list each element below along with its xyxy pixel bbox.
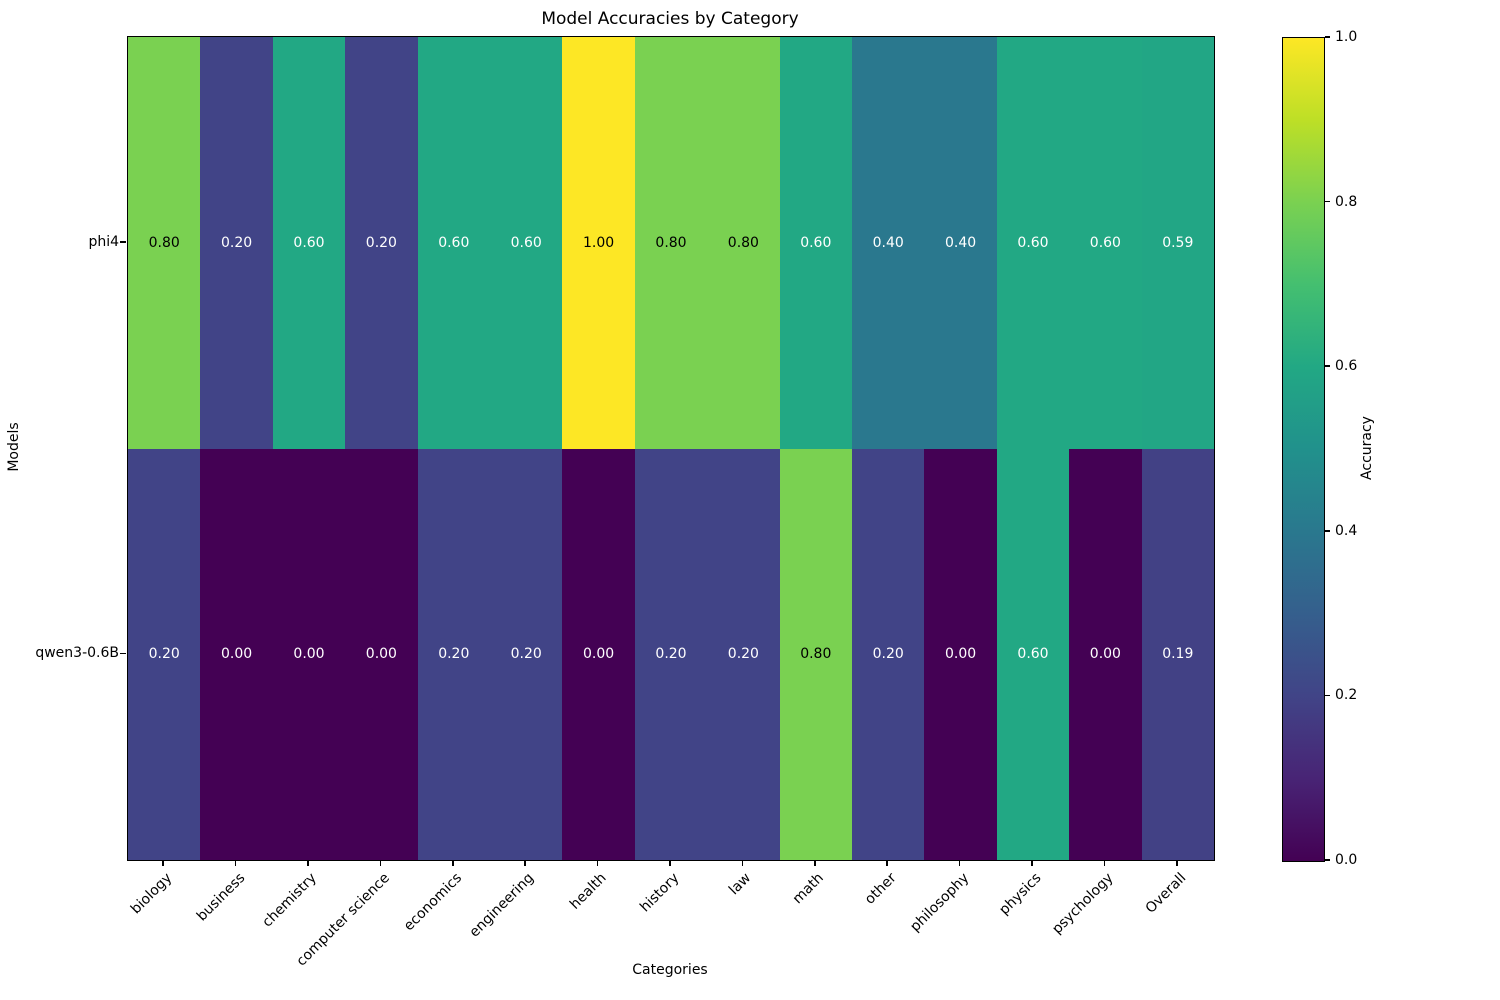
heatmap-cell: 0.40	[924, 37, 997, 449]
heatmap-cell: 0.20	[200, 37, 273, 449]
colorbar-tick-mark	[1325, 859, 1330, 861]
heatmap-cell: 0.00	[924, 448, 997, 860]
y-tick-mark	[120, 652, 126, 654]
x-tick-label: business	[193, 870, 248, 925]
x-tick-label: psychology	[1049, 870, 1117, 938]
heatmap-cell: 0.80	[779, 448, 852, 860]
heatmap-grid: 0.80 0.20 0.60 0.20 0.60 0.60 1.00 0.80 0.80 0.60…	[127, 36, 1215, 861]
colorbar	[1282, 37, 1325, 862]
heatmap-cell: 0.00	[200, 448, 273, 860]
heatmap-cell: 0.20	[128, 448, 201, 860]
heatmap-cell: 0.20	[490, 448, 563, 860]
heatmap-cell: 1.00	[562, 37, 635, 449]
heatmap-cell: 0.60	[1069, 37, 1142, 449]
heatmap-cell: 0.00	[345, 448, 418, 860]
heatmap-cell: 0.19	[1141, 448, 1214, 860]
colorbar-tick-mark	[1325, 694, 1330, 697]
x-tick-mark	[814, 860, 816, 866]
heatmap-cell: 0.59	[1141, 37, 1214, 449]
chart-title: Model Accuracies by Category	[541, 9, 799, 29]
x-tick-label: history	[636, 870, 683, 916]
colorbar-tick-mark	[1325, 530, 1330, 532]
colorbar-tick-label: 0.0	[1335, 852, 1358, 868]
x-tick-mark	[452, 860, 454, 866]
x-tick-mark	[307, 860, 309, 866]
x-tick-mark	[669, 860, 671, 866]
x-axis-label: Categories	[632, 962, 708, 978]
x-tick-label: health	[567, 870, 610, 913]
heatmap-cell: 0.20	[634, 448, 708, 860]
heatmap-cell: 0.60	[779, 37, 852, 449]
x-tick-mark	[1103, 860, 1106, 866]
y-tick-label: phi4	[88, 233, 119, 250]
heatmap-cell: 0.60	[417, 37, 490, 449]
x-tick-mark	[596, 860, 599, 866]
heatmap-cell: 0.60	[490, 37, 563, 449]
heatmap-cell: 0.20	[707, 448, 780, 860]
heatmap-cell: 0.80	[128, 37, 201, 449]
y-tick-mark	[120, 241, 126, 243]
x-tick-mark	[741, 860, 744, 866]
x-tick-label: chemistry	[259, 870, 321, 931]
heatmap-cell: 0.80	[707, 37, 780, 449]
x-tick-label: philosophy	[906, 870, 972, 936]
colorbar-tick-mark	[1325, 200, 1330, 203]
heatmap-cell: 0.60	[272, 37, 346, 449]
heatmap-cell: 0.00	[1069, 448, 1142, 860]
x-tick-label: other	[861, 870, 900, 908]
x-tick-mark	[886, 860, 888, 866]
x-tick-label: Overall	[1142, 870, 1190, 917]
heatmap-cell: 0.20	[345, 37, 418, 449]
heatmap-cell: 0.40	[852, 37, 925, 449]
heatmap-cell: 0.20	[417, 448, 490, 860]
x-tick-mark	[958, 860, 961, 866]
heatmap-cell: 0.80	[634, 37, 708, 449]
x-tick-label: economics	[400, 870, 466, 935]
x-tick-mark	[234, 860, 237, 866]
colorbar-tick-label: 0.4	[1335, 522, 1358, 539]
colorbar-tick-label: 0.6	[1335, 358, 1358, 375]
heatmap-cell: 0.00	[272, 448, 346, 860]
x-tick-mark	[379, 860, 382, 866]
x-tick-label: engineering	[466, 870, 538, 941]
colorbar-tick-mark	[1325, 365, 1330, 367]
colorbar-tick-label: 0.8	[1335, 193, 1358, 210]
colorbar-tick-mark	[1325, 36, 1330, 38]
colorbar-label: Accuracy	[1359, 416, 1375, 480]
x-tick-label: physics	[996, 870, 1045, 919]
x-tick-label: math	[789, 870, 828, 908]
colorbar-tick-label: 0.2	[1335, 687, 1358, 704]
heatmap-cell: 0.20	[852, 448, 925, 860]
x-tick-label: biology	[128, 870, 176, 918]
x-tick-label: law	[726, 870, 755, 899]
y-axis-label: Models	[6, 422, 22, 472]
colorbar-tick-label: 1.0	[1335, 29, 1358, 45]
y-tick-label: qwen3-0.6B	[35, 645, 119, 662]
x-tick-mark	[1031, 860, 1033, 866]
x-tick-mark	[162, 860, 164, 866]
x-tick-mark	[524, 860, 526, 866]
heatmap-cell: 0.60	[996, 448, 1070, 860]
heatmap-cell: 0.00	[562, 448, 635, 860]
heatmap-cell: 0.60	[996, 37, 1070, 449]
x-tick-mark	[1176, 860, 1178, 866]
